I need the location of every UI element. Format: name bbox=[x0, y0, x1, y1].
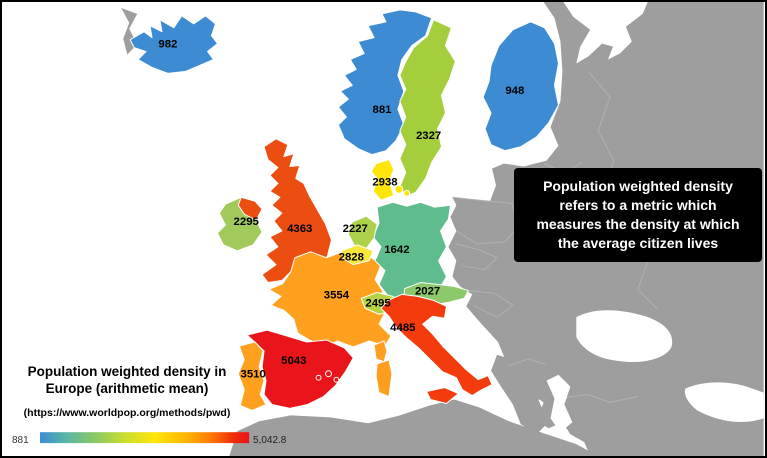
value-label-ireland: 2295 bbox=[234, 216, 260, 228]
info-box-line: measures the density at which bbox=[536, 215, 740, 232]
landmass-greece-balkans bbox=[491, 354, 549, 435]
legend-block: Population weighted density in Europe (a… bbox=[20, 364, 234, 419]
value-label-sweden: 2327 bbox=[416, 130, 441, 142]
country-belgium bbox=[340, 244, 374, 266]
country-norway bbox=[337, 9, 433, 156]
island-balearic bbox=[325, 370, 332, 378]
landmass-north-africa bbox=[229, 399, 599, 456]
info-box-line: Population weighted density bbox=[543, 178, 733, 194]
island-balearic bbox=[315, 374, 322, 381]
info-box: Population weighted density refers to a … bbox=[514, 168, 762, 262]
value-label-spain: 5043 bbox=[281, 355, 306, 367]
country-value-labels: 982 881 2327 948 2938 2295 4363 2227 282… bbox=[158, 39, 524, 381]
country-denmark bbox=[370, 159, 395, 201]
value-label-portugal: 3510 bbox=[240, 369, 265, 381]
value-label-switzerland: 2495 bbox=[365, 297, 391, 309]
legend-min-label: 881 bbox=[12, 435, 29, 446]
region-northern-ireland bbox=[237, 196, 263, 221]
country-finland bbox=[482, 21, 559, 152]
value-label-denmark: 2938 bbox=[372, 176, 397, 188]
denmark-island bbox=[403, 189, 411, 197]
value-label-norway: 881 bbox=[373, 104, 393, 116]
country-italy bbox=[380, 293, 493, 397]
legend-gradient-bar bbox=[40, 432, 250, 444]
white-sea-inlet bbox=[563, 2, 648, 64]
legend-title-line1: Population weighted density in bbox=[27, 364, 227, 379]
island-sicily bbox=[426, 387, 459, 404]
countries-layer bbox=[129, 9, 559, 411]
island-sardinia bbox=[375, 359, 393, 398]
country-netherlands bbox=[347, 215, 378, 250]
denmark-island bbox=[394, 184, 404, 194]
island-balearic bbox=[333, 376, 340, 383]
value-label-belgium: 2828 bbox=[339, 252, 364, 264]
value-label-italy: 4485 bbox=[390, 322, 416, 334]
legend-title: Population weighted density in Europe (a… bbox=[20, 364, 234, 398]
east-mediterranean-sea bbox=[684, 382, 764, 423]
info-box-line: the average citizen lives bbox=[557, 234, 719, 251]
value-label-finland: 948 bbox=[505, 85, 524, 97]
info-box-line: refers to a metric which bbox=[559, 196, 717, 213]
value-label-france: 3554 bbox=[324, 289, 350, 301]
value-label-austria: 2027 bbox=[415, 285, 440, 297]
aegean-sea bbox=[546, 374, 573, 433]
country-united-kingdom bbox=[261, 138, 332, 284]
value-label-netherlands: 2227 bbox=[343, 223, 368, 235]
legend-title-line2: Europe (arithmetic mean) bbox=[45, 380, 209, 396]
value-label-united-kingdom: 4363 bbox=[287, 223, 312, 235]
legend-max-label: 5,042.8 bbox=[253, 435, 287, 446]
country-spain bbox=[246, 329, 354, 409]
island-corsica bbox=[373, 340, 388, 363]
black-sea bbox=[576, 310, 673, 363]
country-portugal bbox=[237, 341, 267, 411]
legend-source-url: (https://www.worldpop.org/methods/pwd) bbox=[23, 406, 231, 419]
country-iceland bbox=[129, 15, 218, 74]
value-label-iceland: 982 bbox=[158, 39, 177, 51]
value-label-germany: 1642 bbox=[384, 244, 409, 256]
